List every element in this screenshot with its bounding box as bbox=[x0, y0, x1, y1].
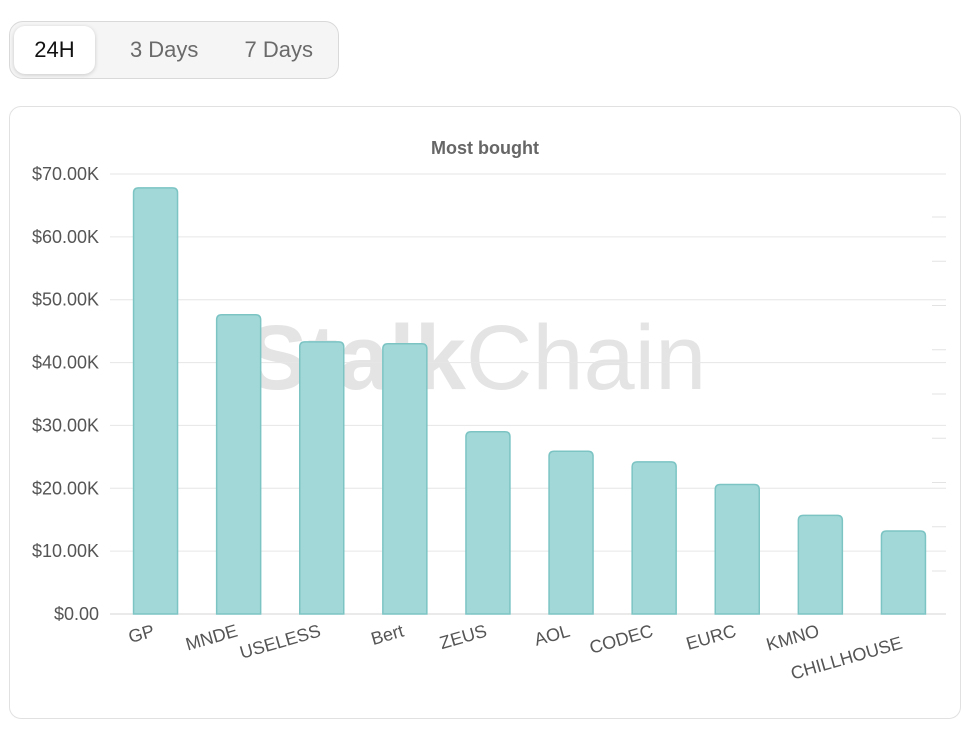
bar-eurc[interactable] bbox=[714, 483, 760, 615]
bar-bert[interactable] bbox=[382, 342, 428, 615]
bar-kmno[interactable] bbox=[797, 514, 844, 615]
tab-24h[interactable]: 24H bbox=[14, 26, 95, 74]
chart-card: StalkChain Most bought $0.00 $10.00K $20.0… bbox=[9, 106, 961, 719]
x-tick-label-kmno: KMNO bbox=[764, 621, 821, 655]
x-tick-label-gp: GP bbox=[126, 621, 157, 647]
x-tick-label-mnde: MNDE bbox=[183, 621, 239, 655]
right-axis-ticks bbox=[932, 216, 946, 572]
x-tick-label-eurc: EURC bbox=[684, 621, 739, 654]
y-tick-label: $60.00K bbox=[32, 227, 99, 247]
bar-mnde[interactable] bbox=[215, 314, 262, 615]
bar-codec[interactable] bbox=[631, 461, 677, 615]
tab-3-days[interactable]: 3 Days bbox=[129, 37, 199, 62]
x-tick-label-codec: CODEC bbox=[587, 621, 655, 658]
x-tick-label-bert: Bert bbox=[369, 621, 406, 649]
x-tick-label-useless: USELESS bbox=[238, 621, 323, 663]
bar-zeus[interactable] bbox=[465, 430, 511, 615]
y-tick-label: $10.00K bbox=[32, 541, 99, 561]
x-tick-label-zeus: ZEUS bbox=[437, 621, 489, 653]
time-range-selector: 24H 3 Days 7 Days bbox=[9, 21, 339, 79]
x-tick-label-aol: AOL bbox=[532, 621, 572, 650]
watermark: StalkChain bbox=[246, 307, 706, 409]
watermark-light-part: Chain bbox=[466, 307, 706, 409]
watermark-bold-part: Stalk bbox=[246, 307, 467, 409]
y-tick-label: $30.00K bbox=[32, 415, 99, 435]
bar-useless[interactable] bbox=[299, 341, 345, 615]
bar-gp[interactable] bbox=[132, 187, 179, 615]
chart-title: Most bought bbox=[431, 138, 539, 158]
tab-7-days[interactable]: 7 Days bbox=[244, 37, 313, 62]
bar-aol[interactable] bbox=[548, 450, 594, 615]
watermark-text: StalkChain bbox=[246, 307, 706, 409]
bars bbox=[132, 187, 927, 615]
bar-chillhouse[interactable] bbox=[880, 530, 927, 615]
y-tick-label: $40.00K bbox=[32, 353, 99, 373]
most-bought-bar-chart: StalkChain Most bought $0.00 $10.00K $20.0… bbox=[32, 138, 946, 684]
y-tick-label: $50.00K bbox=[32, 290, 99, 310]
y-tick-label: $0.00 bbox=[54, 604, 99, 624]
y-tick-label: $20.00K bbox=[32, 478, 99, 498]
y-tick-label: $70.00K bbox=[32, 164, 99, 184]
y-axis-tick-labels: $0.00 $10.00K $20.00K $30.00K $40.00K $50.00K… bbox=[32, 164, 99, 624]
